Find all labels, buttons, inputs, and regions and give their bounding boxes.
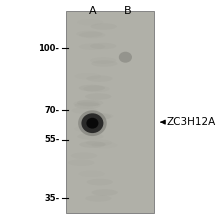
- Text: 70-: 70-: [44, 106, 59, 114]
- Text: B: B: [124, 6, 131, 15]
- Text: 55-: 55-: [44, 135, 59, 144]
- Ellipse shape: [86, 118, 99, 129]
- Ellipse shape: [81, 113, 103, 133]
- Ellipse shape: [78, 110, 107, 136]
- Text: 100-: 100-: [38, 44, 59, 53]
- Text: 35-: 35-: [44, 194, 59, 202]
- Bar: [66, 11, 154, 213]
- Ellipse shape: [119, 52, 132, 63]
- Text: A: A: [89, 6, 96, 15]
- Text: ZC3H12A: ZC3H12A: [166, 117, 215, 127]
